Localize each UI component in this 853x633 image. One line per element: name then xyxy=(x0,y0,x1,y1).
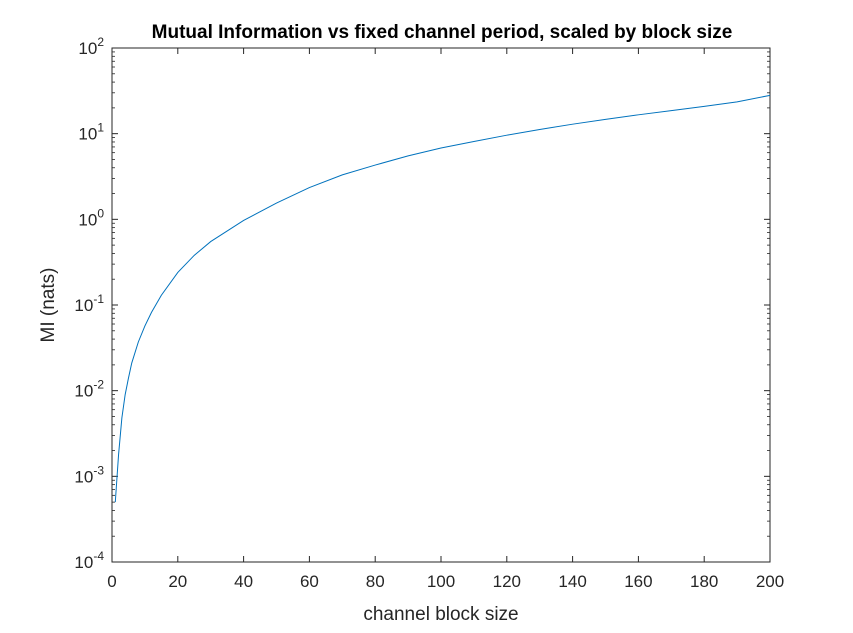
x-tick-label: 100 xyxy=(427,572,455,591)
plot-area xyxy=(111,47,771,563)
y-tick-base: 10 xyxy=(74,467,93,486)
y-tick-base: 10 xyxy=(78,39,97,58)
y-tick-exponent: -3 xyxy=(93,463,104,477)
y-tick-label: 101 xyxy=(78,121,104,144)
x-tick-label: 180 xyxy=(690,572,718,591)
chart-title: Mutual Information vs fixed channel peri… xyxy=(152,22,733,43)
y-tick-exponent: 2 xyxy=(97,35,104,49)
x-tick-label: 0 xyxy=(107,572,116,591)
y-tick-base: 10 xyxy=(74,553,93,572)
x-axis-label: channel block size xyxy=(363,604,518,625)
y-tick-exponent: 1 xyxy=(97,121,104,135)
x-tick-label: 80 xyxy=(366,572,385,591)
y-tick-label: 10-4 xyxy=(74,549,104,572)
y-tick-exponent: -1 xyxy=(93,292,104,306)
y-tick-base: 10 xyxy=(78,210,97,229)
x-tick-label: 140 xyxy=(558,572,586,591)
x-axis-ticks: 0 20 40 60 80 100 120 140 160 180 200 xyxy=(107,48,784,591)
x-tick-label: 120 xyxy=(493,572,521,591)
series-layer xyxy=(114,94,771,503)
y-tick-exponent: -2 xyxy=(93,378,104,392)
y-tick-base: 10 xyxy=(74,382,93,401)
x-tick-label: 200 xyxy=(756,572,784,591)
y-tick-exponent: 0 xyxy=(97,206,104,220)
y-tick-base: 10 xyxy=(78,125,97,144)
x-tick-label: 160 xyxy=(624,572,652,591)
y-tick-exponent: -4 xyxy=(93,549,104,563)
y-tick-label: 100 xyxy=(78,206,104,229)
y-axis-label: MI (nats) xyxy=(38,268,59,343)
y-tick-label: 10-2 xyxy=(74,378,104,401)
y-tick-label: 102 xyxy=(78,35,104,58)
series-line-0 xyxy=(114,94,771,503)
y-tick-label: 10-1 xyxy=(74,292,104,315)
x-tick-label: 40 xyxy=(234,572,253,591)
x-tick-label: 20 xyxy=(168,572,187,591)
x-tick-label: 60 xyxy=(300,572,319,591)
y-tick-label: 10-3 xyxy=(74,463,104,486)
y-tick-base: 10 xyxy=(74,296,93,315)
